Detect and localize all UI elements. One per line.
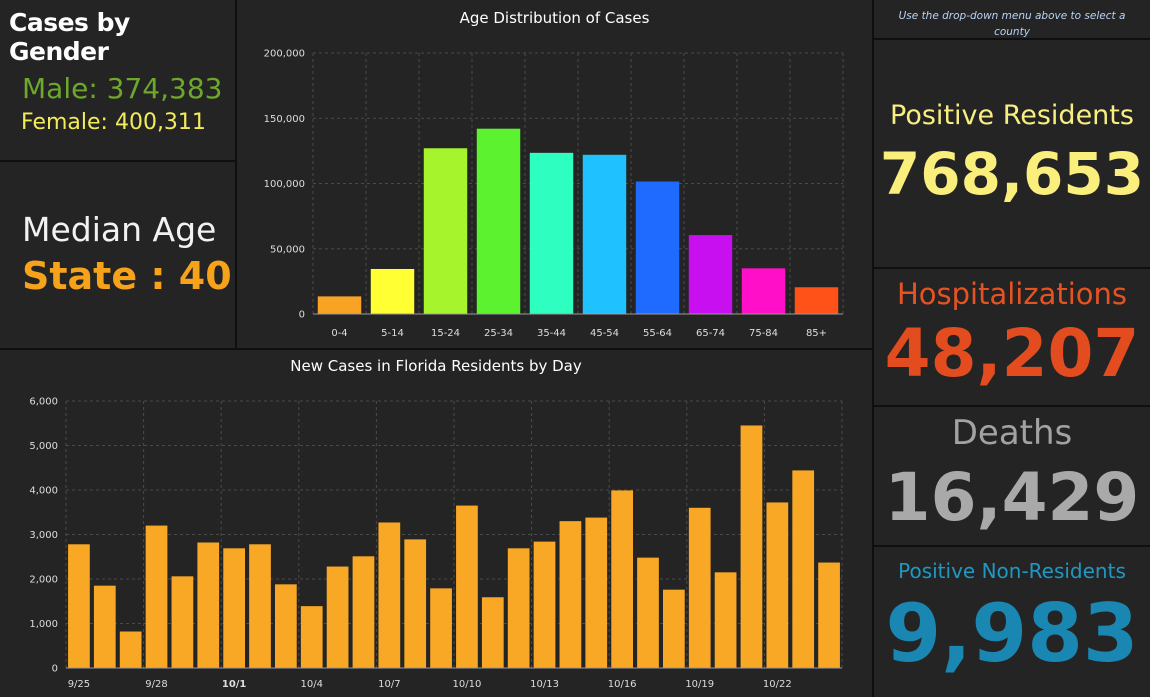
hospitalizations-panel: Hospitalizations 48,207: [874, 269, 1150, 405]
y-tick-label: 2,000: [29, 575, 58, 586]
bar: [223, 548, 245, 668]
median-age-panel: Median Age State : 40: [0, 162, 235, 348]
bar: [635, 181, 680, 314]
median-age-label: Median Age: [22, 210, 217, 249]
x-tick-label: 10/13: [530, 679, 559, 690]
bar: [317, 296, 362, 314]
y-tick-label: 4,000: [29, 486, 58, 497]
bar: [818, 562, 840, 668]
y-tick-label: 6,000: [29, 397, 58, 408]
bar: [529, 152, 574, 314]
x-tick-label: 9/28: [145, 679, 167, 690]
y-tick-label: 5,000: [29, 441, 58, 452]
x-tick-label: 5-14: [381, 328, 404, 339]
bar: [300, 606, 323, 668]
daily-chart-title: New Cases in Florida Residents by Day: [290, 357, 582, 375]
y-tick-label: 3,000: [29, 530, 58, 541]
bar: [68, 544, 90, 668]
positive-nonresidents-label: Positive Non-Residents: [898, 559, 1126, 583]
female-count: Female: 400,311: [21, 110, 206, 135]
x-tick-label: 0-4: [331, 328, 347, 339]
bar: [740, 425, 763, 668]
deaths-label: Deaths: [951, 413, 1073, 453]
bar: [423, 148, 468, 314]
x-tick-label: 15-24: [431, 328, 460, 339]
x-tick-label: 55-64: [643, 328, 672, 339]
bar: [582, 154, 627, 314]
x-tick-label: 10/4: [300, 679, 322, 690]
x-tick-label: 75-84: [749, 328, 778, 339]
bar: [370, 268, 415, 314]
bar: [93, 585, 116, 668]
bar: [404, 539, 427, 668]
bar: [326, 566, 349, 668]
gender-title: Cases by Gender: [9, 8, 130, 66]
x-tick-label: 35-44: [537, 328, 566, 339]
bar: [585, 517, 608, 668]
male-count: Male: 374,383: [22, 72, 223, 105]
bar: [794, 287, 839, 314]
x-tick-label: 65-74: [696, 328, 725, 339]
gender-panel: Cases by Gender Male: 374,383 Female: 40…: [0, 0, 235, 160]
age-chart-title: Age Distribution of Cases: [459, 9, 650, 27]
x-tick-label: 10/19: [685, 679, 714, 690]
bar: [792, 470, 815, 668]
median-age-value: State : 40: [22, 254, 232, 298]
x-tick-label: 10/1: [222, 679, 247, 690]
deaths-panel: Deaths 16,429: [874, 407, 1150, 545]
bar: [481, 597, 504, 668]
y-tick-label: 150,000: [264, 114, 305, 125]
bar: [663, 589, 685, 668]
bar: [507, 548, 530, 668]
y-tick-label: 1,000: [29, 619, 58, 630]
bar: [637, 557, 659, 668]
bar: [611, 490, 633, 668]
x-tick-label: 45-54: [590, 328, 619, 339]
county-select-note: Use the drop-down menu above to select a…: [898, 10, 1126, 38]
daily-cases-chart: 0 1,000 2,000 3,000 4,000 5,000 6,000 9/25 9/28 1…: [29, 397, 843, 690]
county-note-panel: Use the drop-down menu above to select a…: [874, 0, 1150, 38]
positive-nonresidents-value: 9,983: [885, 587, 1139, 680]
bar: [476, 128, 521, 314]
hospitalizations-value: 48,207: [884, 315, 1140, 392]
bar: [430, 588, 452, 668]
bar: [249, 544, 271, 668]
bar: [559, 521, 582, 668]
bar: [378, 522, 401, 668]
age-distribution-chart: 0 50,000 100,000 150,000 200,000 0-4 5-14 15-24…: [264, 49, 844, 339]
positive-residents-panel: Positive Residents 768,653: [874, 40, 1150, 267]
bar: [688, 235, 733, 314]
bar: [145, 525, 168, 668]
bar: [714, 572, 737, 668]
bar: [533, 541, 556, 668]
bar: [171, 576, 194, 668]
y-tick-label: 50,000: [270, 244, 305, 255]
bar: [275, 584, 297, 668]
y-tick-label: 0: [299, 310, 305, 321]
positive-nonresidents-panel: Positive Non-Residents 9,983: [874, 547, 1150, 697]
bar: [119, 631, 142, 668]
positive-residents-label: Positive Residents: [890, 100, 1134, 131]
daily-cases-panel: New Cases in Florida Residents by Day 0 1…: [0, 350, 872, 697]
y-tick-label: 200,000: [264, 49, 305, 60]
bar: [352, 556, 375, 668]
bar: [741, 268, 786, 314]
deaths-value: 16,429: [884, 459, 1140, 536]
x-tick-label: 85+: [806, 328, 827, 339]
x-tick-label: 25-34: [484, 328, 513, 339]
x-tick-label: 10/22: [763, 679, 792, 690]
hospitalizations-label: Hospitalizations: [896, 277, 1128, 311]
x-tick-label: 10/16: [608, 679, 637, 690]
y-tick-label: 0: [52, 664, 58, 675]
x-tick-label: 10/7: [378, 679, 400, 690]
bar: [766, 502, 789, 668]
y-tick-label: 100,000: [264, 179, 305, 190]
x-tick-label: 10/10: [453, 679, 482, 690]
age-distribution-panel: Age Distribution of Cases 0 50,000 100,000…: [237, 0, 872, 348]
bar: [688, 507, 711, 668]
x-tick-label: 9/25: [68, 679, 90, 690]
bar: [456, 505, 478, 668]
positive-residents-value: 768,653: [879, 140, 1145, 208]
bar: [197, 542, 220, 668]
